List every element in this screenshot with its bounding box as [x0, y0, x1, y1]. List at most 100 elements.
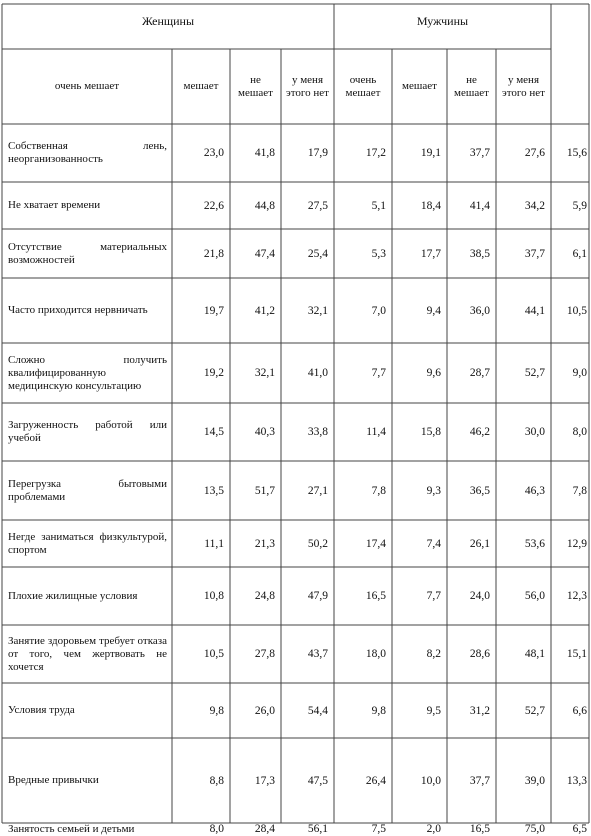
table-cell-value: 47,9 — [307, 590, 328, 602]
table-cell-value: 75,0 — [524, 823, 545, 835]
table-cell-value: 28,4 — [254, 823, 275, 835]
table-cell-value: 13,5 — [203, 484, 224, 497]
row-label: Отсутствие материальных возможностей — [2, 229, 172, 278]
table-cell-value: 17,4 — [365, 537, 386, 550]
table-cell-value: 53,6 — [524, 537, 545, 550]
table-cell-value: 10,8 — [203, 590, 224, 602]
table-cell-value: 9,8 — [371, 704, 386, 717]
table-cell-value: 12,3 — [566, 590, 587, 602]
table-cell-value: 26,4 — [365, 774, 386, 787]
table-cell-value: 8,0 — [209, 823, 224, 835]
table-cell-value: 9,6 — [426, 367, 441, 379]
table-cell-value: 44,1 — [524, 304, 545, 317]
table-cell-value: 30,0 — [524, 426, 545, 438]
table-cell-value: 24,0 — [469, 590, 490, 602]
table-cell-value: 43,7 — [307, 648, 328, 660]
table-cell-value: 46,3 — [524, 484, 545, 497]
table-cell-value: 10,5 — [566, 304, 587, 317]
table-cell-value: 41,4 — [469, 199, 490, 212]
row-label-text: Загруженность работой или учебой — [8, 419, 167, 444]
table-cell-value: 6,1 — [572, 247, 587, 260]
row-label-text: Не хватает времени — [8, 199, 101, 211]
table-cell-value: 11,4 — [366, 426, 386, 438]
table-cell-value: 33,8 — [307, 426, 328, 438]
table-cell-value: 41,0 — [307, 367, 328, 379]
row-label: Негде заниматься физкультурой, спортом — [2, 520, 172, 567]
table-cell-value: 7,8 — [371, 484, 386, 497]
table-cell-value: 25,4 — [307, 247, 328, 260]
column-header: мешает — [183, 80, 219, 92]
column-header: очень мешает — [345, 73, 381, 99]
table-cell-value: 10,5 — [203, 648, 224, 660]
row-label: Вредные привычки — [2, 738, 172, 823]
table-cell-value: 18,4 — [420, 199, 441, 212]
table-cell-value: 12,9 — [566, 537, 587, 550]
table-cell-value: 56,1 — [307, 823, 328, 835]
column-header: у меня этого нет — [502, 73, 545, 99]
table-cell-value: 7,7 — [426, 590, 441, 602]
table-cell-value: 9,0 — [572, 367, 587, 379]
row-label-text: Собственная лень, неорганизованность — [8, 140, 167, 165]
row-label: Сложно получить квалифицированную медици… — [2, 343, 172, 403]
column-header: не мешает — [238, 73, 273, 99]
table-cell-value: 9,8 — [209, 704, 224, 717]
table-cell-value: 26,0 — [254, 704, 275, 717]
row-label-text: Негде заниматься физкультурой, спортом — [8, 530, 167, 556]
table-cell-value: 5,1 — [371, 199, 386, 212]
table-cell-value: 2,0 — [426, 823, 441, 835]
row-label: Плохие жилищные условия — [2, 567, 172, 625]
table-cell-value: 27,8 — [254, 648, 275, 660]
table-cell-value: 40,3 — [254, 426, 275, 438]
table-cell-value: 17,7 — [420, 247, 441, 260]
table-cell-value: 27,1 — [307, 484, 328, 497]
row-label: Собственная лень, неорганизованность — [2, 124, 172, 182]
table-cell-value: 13,3 — [566, 774, 587, 787]
table-cell-value: 6,6 — [572, 704, 587, 717]
column-header: не мешает — [454, 73, 489, 99]
table-cell-value: 14,5 — [203, 426, 224, 438]
table-cell-value: 7,4 — [426, 537, 441, 550]
table-cell-value: 44,8 — [254, 199, 275, 212]
table-cell-value: 37,7 — [469, 774, 490, 787]
table-cell-value: 19,7 — [203, 304, 224, 317]
table-cell-value: 15,6 — [566, 147, 587, 159]
table-cell-value: 21,8 — [203, 247, 224, 260]
table-cell-value: 50,2 — [307, 537, 328, 550]
table-cell-value: 41,8 — [254, 147, 275, 159]
table-cell-value: 37,7 — [469, 147, 490, 159]
table-cell-value: 9,3 — [426, 484, 441, 497]
row-label-text: Вредные привычки — [8, 774, 99, 786]
table-cell-value: 8,8 — [209, 774, 224, 787]
table-cell-value: 7,8 — [572, 484, 587, 497]
row-label: Загруженность работой или учебой — [2, 403, 172, 461]
table-cell-value: 6,5 — [572, 823, 587, 835]
table-cell-value: 47,4 — [254, 247, 275, 260]
table-cell-value: 26,1 — [469, 537, 490, 550]
table-cell-value: 52,7 — [524, 367, 545, 379]
table-cell-value: 27,5 — [307, 199, 328, 212]
table-cell-value: 28,6 — [469, 648, 490, 660]
table-cell-value: 37,7 — [524, 247, 545, 260]
row-label: Занятие здоровьем требует отказа от того… — [2, 625, 172, 683]
table-cell-value: 8,0 — [572, 426, 587, 438]
row-label-text: Часто приходится нервничать — [8, 304, 148, 316]
table-cell-value: 51,7 — [254, 484, 275, 497]
table-cell-value: 18,0 — [365, 648, 386, 660]
table-cell-value: 52,7 — [524, 704, 545, 717]
table-cell-value: 56,0 — [524, 590, 545, 602]
table-cell-value: 7,7 — [371, 367, 386, 379]
table-cell-value: 11,1 — [204, 537, 224, 550]
group-header-women: Женщины — [141, 14, 195, 28]
table-cell-value: 28,7 — [469, 367, 490, 379]
table-cell-value: 27,6 — [524, 147, 545, 159]
row-label-text: Занятость семьей и детьми — [8, 823, 135, 835]
table-cell-value: 19,1 — [420, 147, 441, 159]
table-cell-value: 32,1 — [307, 304, 328, 317]
table-cell-value: 46,2 — [469, 426, 490, 438]
row-label: Часто приходится нервничать — [2, 278, 172, 343]
table-cell-value: 7,0 — [371, 304, 386, 317]
table-cell-value: 21,3 — [254, 537, 275, 550]
table-cell-value: 10,0 — [420, 774, 441, 787]
